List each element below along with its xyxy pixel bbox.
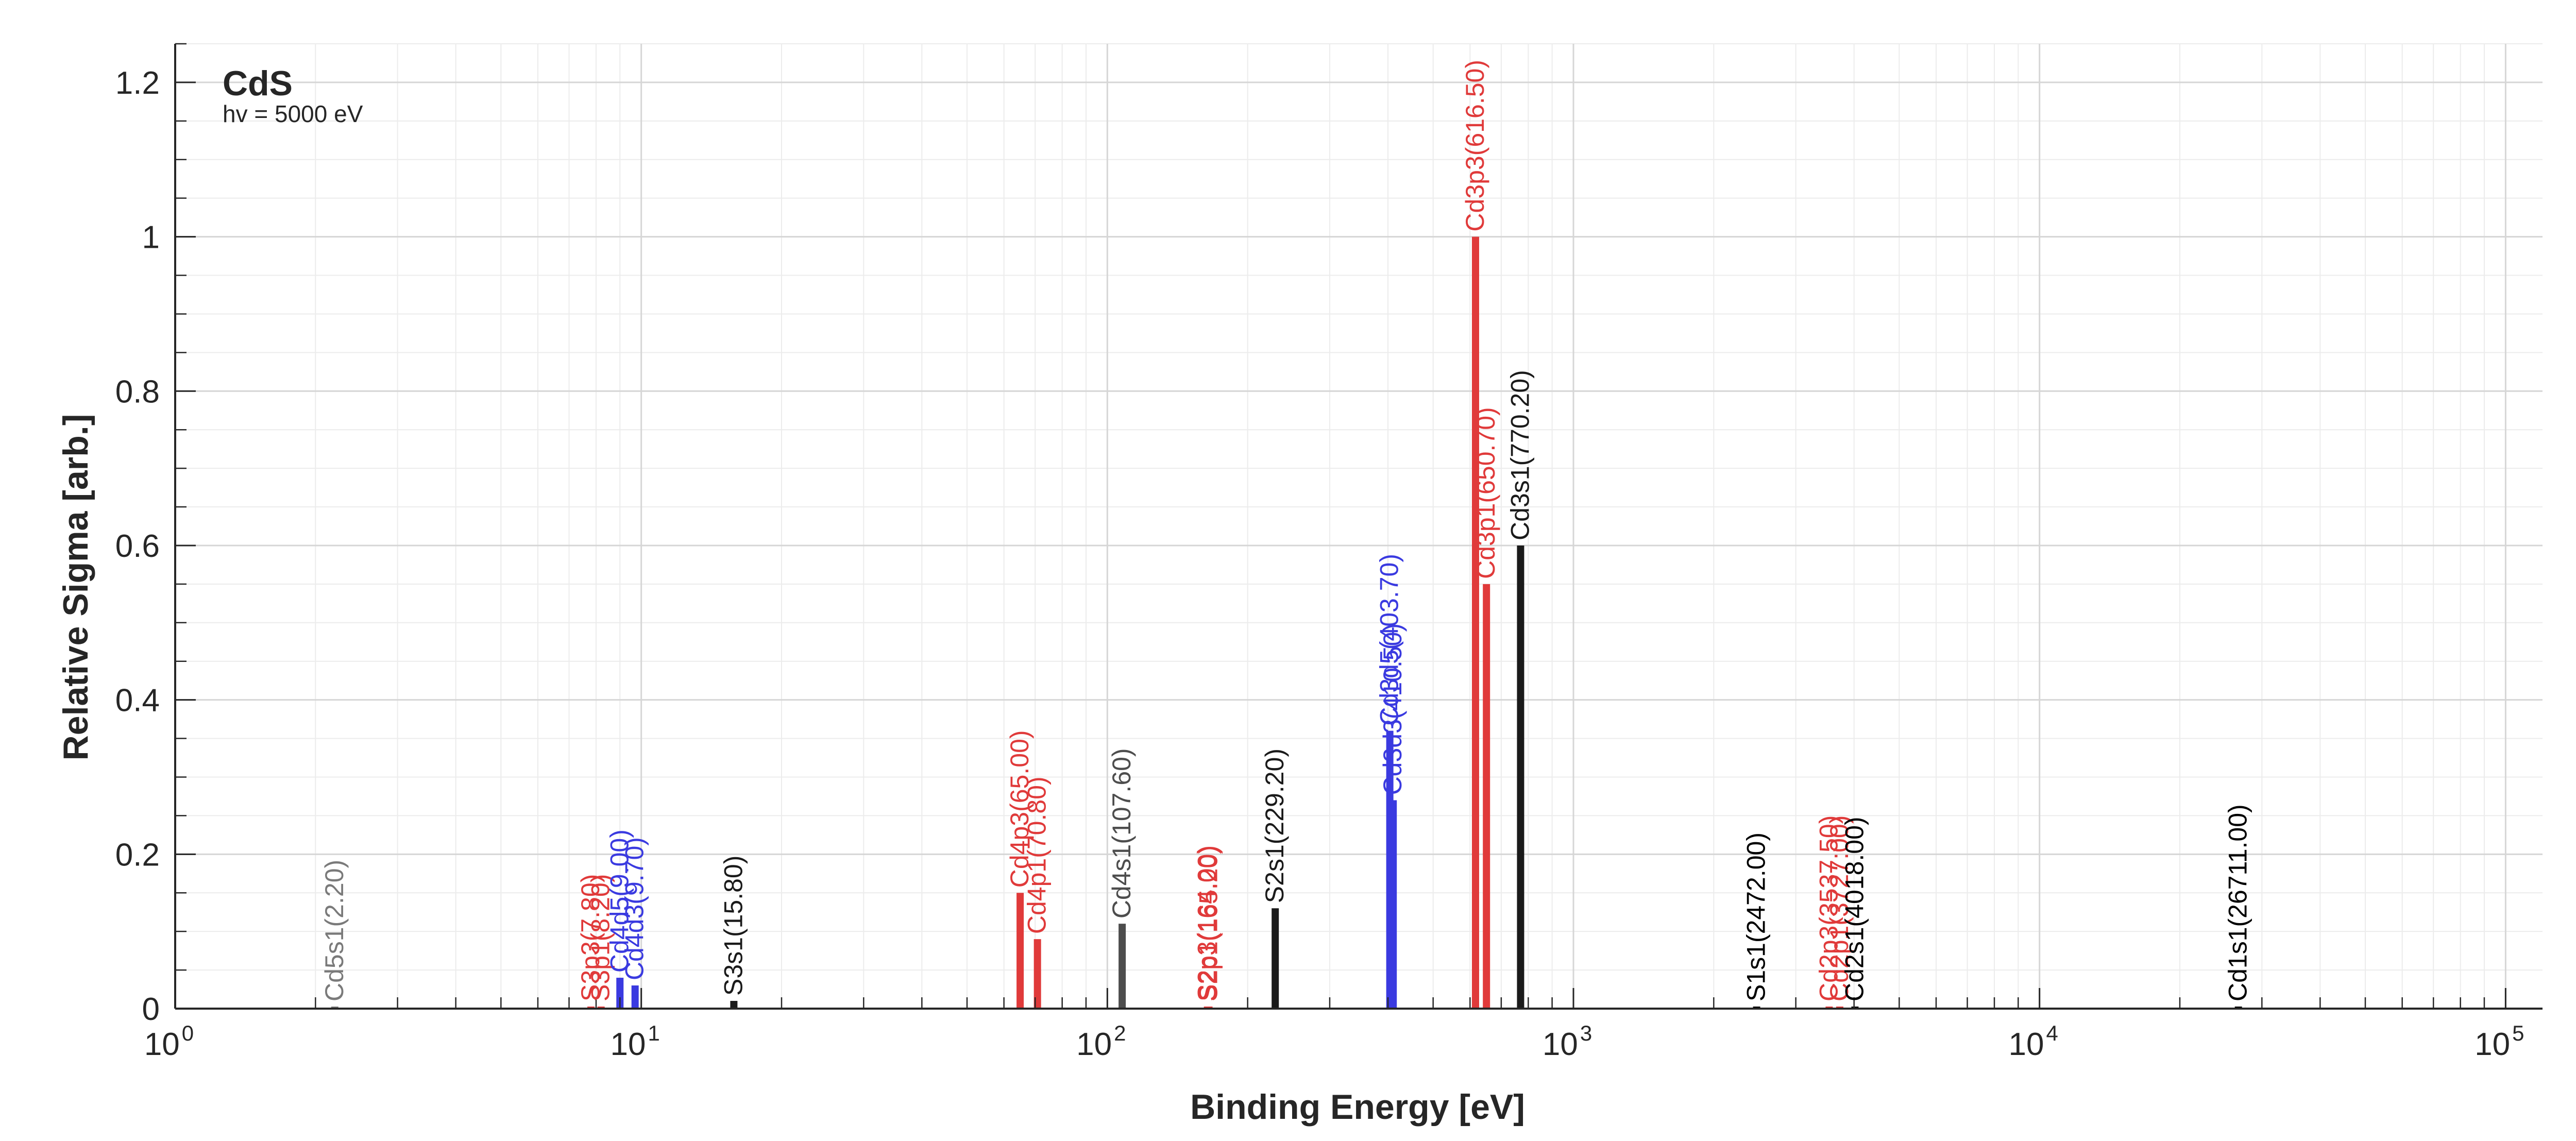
peak-label: Cd4d3(9.70) [620, 837, 649, 980]
peak-bar [1016, 893, 1024, 1009]
peak-label: Cd4p3(65.00) [1005, 730, 1034, 888]
peak-label: S3p1(8.20) [586, 874, 615, 1001]
peak-label: Cd2s1(4018.00) [1840, 816, 1869, 1001]
x-tick-label: 105 [2475, 1021, 2524, 1062]
peak-label: S1s1(2472.00) [1742, 832, 1771, 1001]
peak-label: Cd2p3(3537.50) [1814, 815, 1843, 1001]
x-axis-label: Binding Energy [eV] [1190, 1087, 1525, 1127]
peak-label: Cd3p3(616.50) [1461, 60, 1489, 232]
bar-series [331, 236, 2242, 1009]
peak-label: Cd3d3(410.50) [1378, 623, 1407, 795]
peak-bar [1389, 800, 1397, 1009]
peak-bar [730, 1001, 738, 1009]
peak-label: Cd4s1(107.60) [1107, 748, 1136, 918]
peak-label: Cd3p1(650.70) [1471, 407, 1500, 579]
chart-subtitle: hv = 5000 eV [223, 100, 363, 127]
peak-label: S3p3(7.80) [576, 874, 605, 1001]
axes [174, 44, 2543, 1010]
peak-label: Cd3s1(770.20) [1505, 370, 1534, 540]
peak-bar [1517, 545, 1524, 1009]
y-tick-label: 0 [142, 992, 160, 1027]
peak-label: Cd4p1(70.80) [1023, 776, 1052, 934]
peak-bar [631, 985, 639, 1009]
minor-grid [175, 43, 2543, 1009]
y-tick-label: 1 [142, 220, 160, 256]
peak-bar [1033, 939, 1041, 1009]
peak-bar [1471, 236, 1479, 1009]
peak-labels: Cd5s1(2.20) S3p3(7.80)S3p1(8.20)Cd4d5(9.0… [320, 60, 2252, 1001]
y-tick-label: 0.2 [115, 837, 160, 873]
peak-label: Cd5s1(2.20) [320, 860, 349, 1001]
peak-label: Cd4d5(9.00) [605, 829, 634, 973]
peak-label: Cd1s1(26711.00) [2224, 804, 2252, 1001]
peak-bar [1118, 924, 1126, 1009]
y-tick-label: 0.8 [115, 374, 160, 410]
y-tick-label: 0.4 [115, 683, 160, 719]
peak-label: S2s1(229.20) [1260, 748, 1289, 903]
peak-bar [1272, 908, 1279, 1009]
peak-label: S2p1(165.20) [1194, 845, 1223, 1001]
y-axis-label: Relative Sigma [arb.] [56, 414, 95, 761]
peak-label: Cd2p1(3727.00) [1825, 815, 1854, 1001]
peak-label: S2p3(164.00) [1193, 845, 1222, 1001]
tick-marks [174, 43, 2506, 1010]
y-tick-label: 1.2 [115, 65, 160, 101]
chart-title: CdS [223, 64, 293, 103]
peak-label: Cd3d5(403.70) [1375, 554, 1404, 726]
peak-bar [1483, 584, 1490, 1009]
peak-label: S3s1(15.80) [719, 856, 748, 996]
peak-bar [616, 978, 624, 1009]
y-tick-label: 0.6 [115, 529, 160, 564]
